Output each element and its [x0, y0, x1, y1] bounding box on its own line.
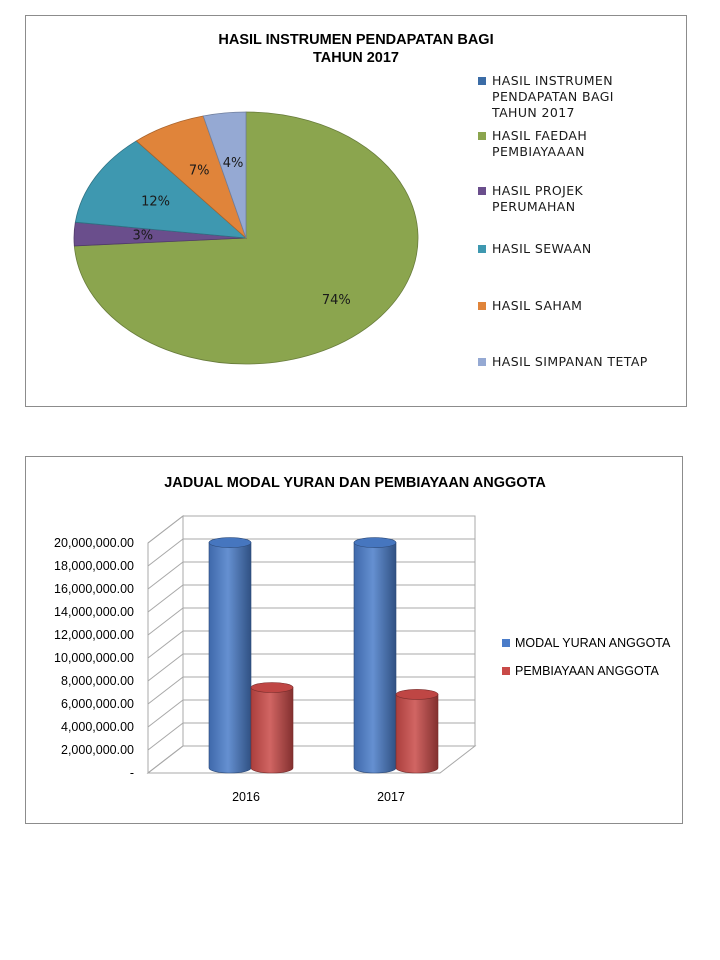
legend-label: TAHUN 2017 [491, 105, 575, 120]
pie-slice [74, 140, 248, 239]
legend-label: HASIL SAHAM [492, 298, 582, 313]
bar-cylinder [250, 687, 294, 774]
legend-label: HASIL SIMPANAN TETAP [492, 354, 648, 369]
bar-legend-swatch [502, 639, 510, 647]
y-tick-label: 2,000,000.00 [61, 743, 134, 757]
y-tick-label: 6,000,000.00 [61, 697, 134, 711]
pie-slice-label: 7% [189, 164, 210, 179]
bar-legend-label: PEMBIAYAAN ANGGOTA [515, 664, 659, 678]
y-tick-label: 14,000,000.00 [54, 605, 134, 619]
legend-label: PEMBIAYAAAN [492, 144, 585, 159]
legend-swatch [478, 77, 486, 85]
y-tick-label: - [130, 766, 134, 780]
legend-swatch [478, 187, 486, 195]
bar-legend-label: MODAL YURAN ANGGOTA [515, 636, 671, 650]
pie-title-line: TAHUN 2017 [313, 50, 399, 66]
bar-cylinder [353, 542, 397, 774]
legend-label: PERUMAHAN [492, 199, 576, 214]
x-category-label: 2016 [232, 790, 260, 804]
bar-legend-swatch [502, 667, 510, 675]
pie-chart-panel: HASIL INSTRUMEN PENDAPATAN BAGI TAHUN 201… [25, 15, 687, 407]
y-tick-label: 10,000,000.00 [54, 651, 134, 665]
bar-cylinder [395, 694, 439, 774]
bar-cylinder-top [395, 689, 439, 700]
legend-label: HASIL PROJEK [492, 183, 584, 198]
gridline [147, 515, 475, 544]
bar-cylinder [208, 542, 252, 774]
bar-chart-panel: JADUAL MODAL YURAN DAN PEMBIAYAAN ANGGOT… [25, 456, 683, 824]
legend-swatch [478, 302, 486, 310]
pie-slice-label: 4% [223, 156, 244, 171]
legend-swatch [478, 132, 486, 140]
x-category-label: 2017 [377, 790, 405, 804]
y-tick-label: 8,000,000.00 [61, 674, 134, 688]
bar-cylinder-top [250, 682, 294, 693]
pie-slice-label: 74% [322, 293, 351, 308]
bar-cylinder-top [208, 537, 252, 548]
legend-swatch [478, 245, 486, 253]
y-tick-label: 18,000,000.00 [54, 559, 134, 573]
legend-label: PENDAPATAN BAGI [492, 89, 614, 104]
legend-label: HASIL SEWAAN [492, 241, 592, 256]
pie-slice [202, 111, 247, 239]
pie-slice-label: 12% [141, 195, 170, 210]
y-tick-label: 16,000,000.00 [54, 582, 134, 596]
y-tick-label: 12,000,000.00 [54, 628, 134, 642]
legend-label: HASIL INSTRUMEN [492, 73, 613, 88]
legend-swatch [478, 358, 486, 366]
y-tick-label: 4,000,000.00 [61, 720, 134, 734]
bar-cylinder-top [353, 537, 397, 548]
legend-label: HASIL FAEDAH [492, 128, 587, 143]
pie-slice-label: 3% [133, 229, 154, 244]
bar-chart: JADUAL MODAL YURAN DAN PEMBIAYAAN ANGGOT… [54, 475, 671, 804]
y-tick-label: 20,000,000.00 [54, 536, 134, 550]
bar-title: JADUAL MODAL YURAN DAN PEMBIAYAAN ANGGOT… [164, 475, 546, 491]
pie-title-line: HASIL INSTRUMEN PENDAPATAN BAGI [218, 32, 493, 48]
